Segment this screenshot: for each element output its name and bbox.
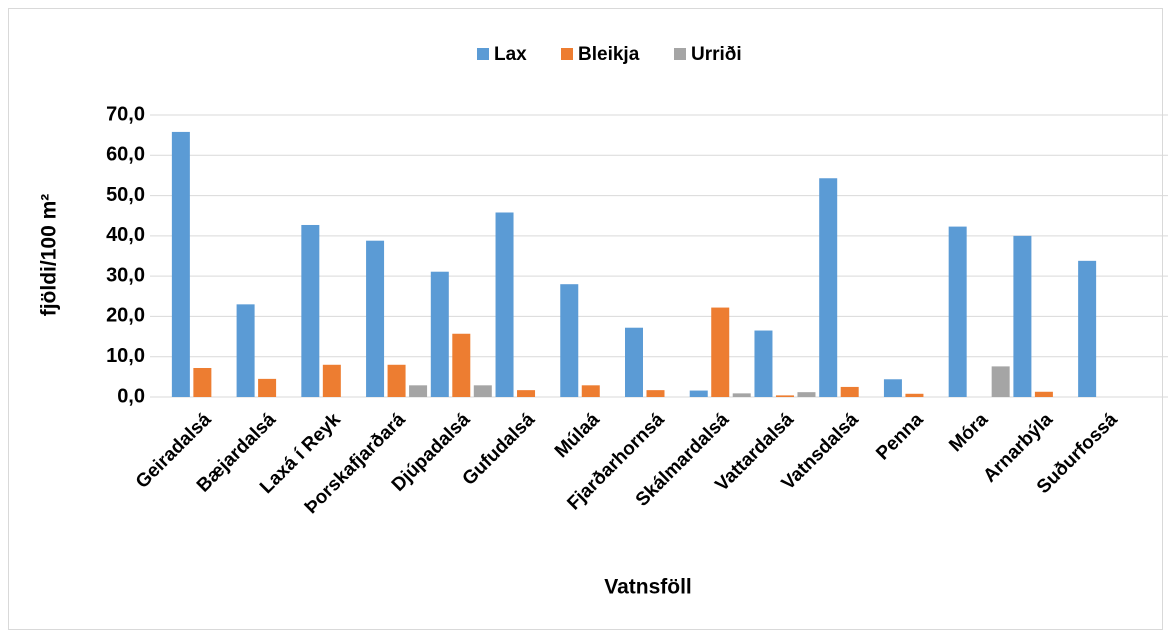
bar — [883, 379, 902, 397]
y-tick-label: 60,0 — [106, 144, 145, 166]
legend-swatch — [477, 48, 489, 60]
legend-label: Lax — [494, 44, 527, 65]
bar — [819, 178, 838, 397]
y-tick-label: 50,0 — [106, 184, 145, 206]
bar — [775, 395, 794, 397]
chart-border — [8, 8, 1163, 630]
bar — [495, 212, 514, 397]
x-axis-title: Vatnsföll — [604, 576, 692, 599]
bar — [948, 226, 967, 397]
y-tick-label: 70,0 — [106, 103, 145, 125]
bar — [754, 330, 773, 397]
bar — [797, 392, 816, 397]
bar — [430, 271, 449, 397]
y-tick-label: 20,0 — [106, 305, 145, 327]
legend-swatch — [561, 48, 573, 60]
bar — [1078, 260, 1097, 397]
bar — [193, 367, 212, 397]
bar — [1013, 235, 1032, 397]
y-axis-title: fjöldi/100 m² — [38, 194, 61, 317]
bar — [905, 393, 924, 397]
bar — [236, 304, 255, 397]
bar — [409, 385, 428, 397]
bar — [366, 240, 385, 397]
bar — [625, 327, 643, 397]
y-tick-label: 10,0 — [106, 345, 145, 367]
bar — [452, 333, 471, 397]
bar — [1034, 391, 1053, 397]
bar — [517, 390, 536, 397]
bar — [560, 284, 579, 397]
legend-label: Urriði — [691, 44, 742, 65]
bar — [387, 364, 406, 397]
legend-label: Bleikja — [578, 44, 640, 65]
bar — [322, 364, 341, 397]
bar — [991, 366, 1010, 397]
bar — [473, 385, 492, 397]
bar — [840, 386, 859, 397]
bar — [171, 131, 190, 398]
bar — [581, 385, 600, 397]
legend-swatch — [674, 48, 686, 60]
y-tick-label: 0,0 — [117, 385, 145, 407]
bar — [689, 390, 708, 397]
bar — [732, 393, 751, 397]
y-tick-label: 30,0 — [106, 264, 145, 286]
bar — [301, 224, 320, 397]
y-tick-label: 40,0 — [106, 224, 145, 246]
bar — [711, 307, 730, 397]
bar — [646, 390, 665, 397]
bar — [258, 378, 277, 397]
